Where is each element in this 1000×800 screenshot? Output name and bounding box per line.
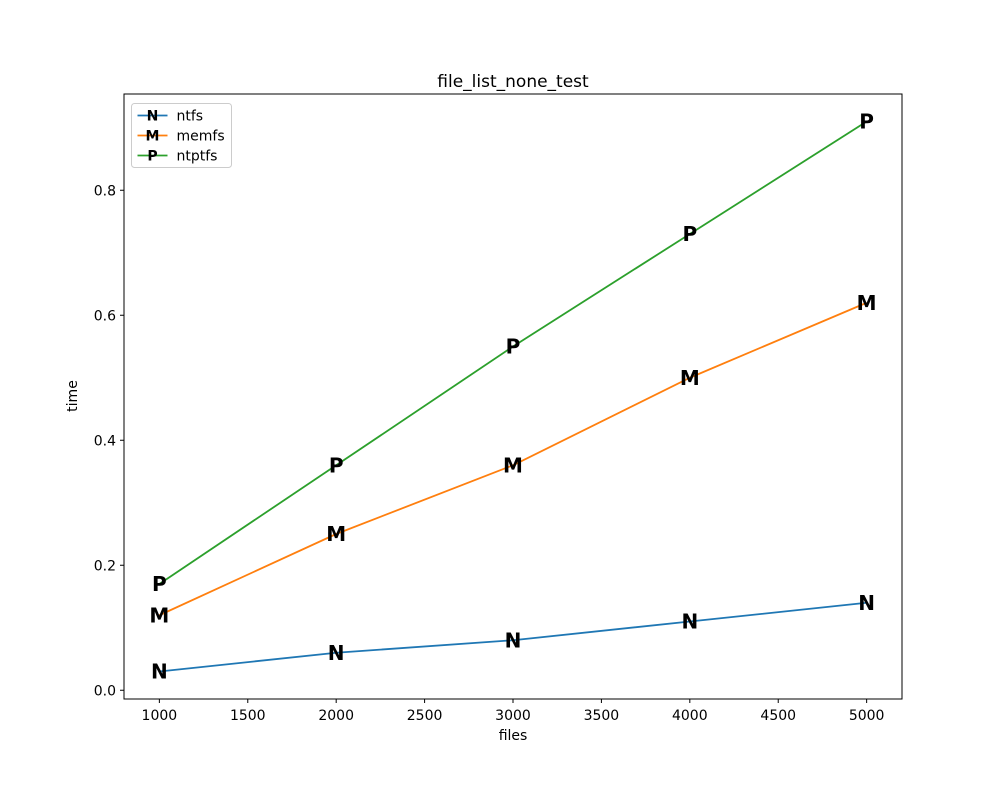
marker-ntptfs-4000: P — [682, 222, 697, 246]
legend-marker-memfs: M — [146, 129, 160, 145]
marker-memfs-3000: M — [503, 453, 523, 477]
legend-marker-ntfs: N — [147, 109, 159, 125]
y-tick-label-0.2: 0.2 — [94, 558, 116, 574]
legend-label-ntfs: ntfs — [177, 109, 204, 125]
x-tick-label-2500: 2500 — [407, 708, 443, 724]
marker-ntfs-1000: N — [151, 660, 168, 684]
x-tick-label-4500: 4500 — [760, 708, 796, 724]
x-tick-label-2000: 2000 — [318, 708, 354, 724]
series-line-ntptfs — [158, 120, 868, 585]
x-tick-label-1000: 1000 — [142, 708, 178, 724]
marker-ntptfs-2000: P — [329, 453, 344, 477]
legend-marker-ntptfs: P — [147, 149, 157, 165]
marker-ntfs-3000: N — [505, 628, 522, 652]
marker-ntptfs-1000: P — [152, 572, 167, 596]
x-tick-label-3000: 3000 — [495, 708, 531, 724]
y-tick-label-0.4: 0.4 — [94, 433, 116, 449]
y-tick-label-0.0: 0.0 — [94, 683, 116, 699]
series-line-memfs — [158, 301, 867, 617]
marker-memfs-5000: M — [857, 291, 877, 315]
marker-ntfs-4000: N — [681, 610, 698, 634]
marker-memfs-2000: M — [326, 522, 346, 546]
legend-box — [131, 103, 232, 168]
x-tick-label-4000: 4000 — [672, 708, 708, 724]
legend-label-ntptfs: ntptfs — [177, 149, 218, 165]
x-tick-label-5000: 5000 — [849, 708, 885, 724]
marker-memfs-4000: M — [680, 366, 700, 390]
y-tick-label-0.8: 0.8 — [94, 183, 116, 199]
x-axis-label: files — [499, 728, 528, 744]
marker-ntptfs-5000: P — [859, 110, 874, 134]
legend-label-memfs: memfs — [177, 129, 225, 145]
chart-title: file_list_none_test — [437, 72, 589, 92]
marker-ntfs-2000: N — [328, 641, 345, 665]
x-tick-label-3500: 3500 — [584, 708, 620, 724]
marker-memfs-1000: M — [149, 603, 169, 627]
y-axis-label: time — [65, 380, 81, 412]
x-tick-label-1500: 1500 — [230, 708, 266, 724]
axes: 1000 1500 2000 2500 3000 3500 4000 4500 5000 0.0 0… — [94, 93, 903, 724]
y-tick-label-0.6: 0.6 — [94, 308, 116, 324]
series-line-ntfs — [159, 601, 867, 673]
marker-ntfs-5000: N — [858, 591, 875, 615]
marker-ntptfs-3000: P — [506, 335, 521, 359]
plot-border — [123, 93, 903, 700]
